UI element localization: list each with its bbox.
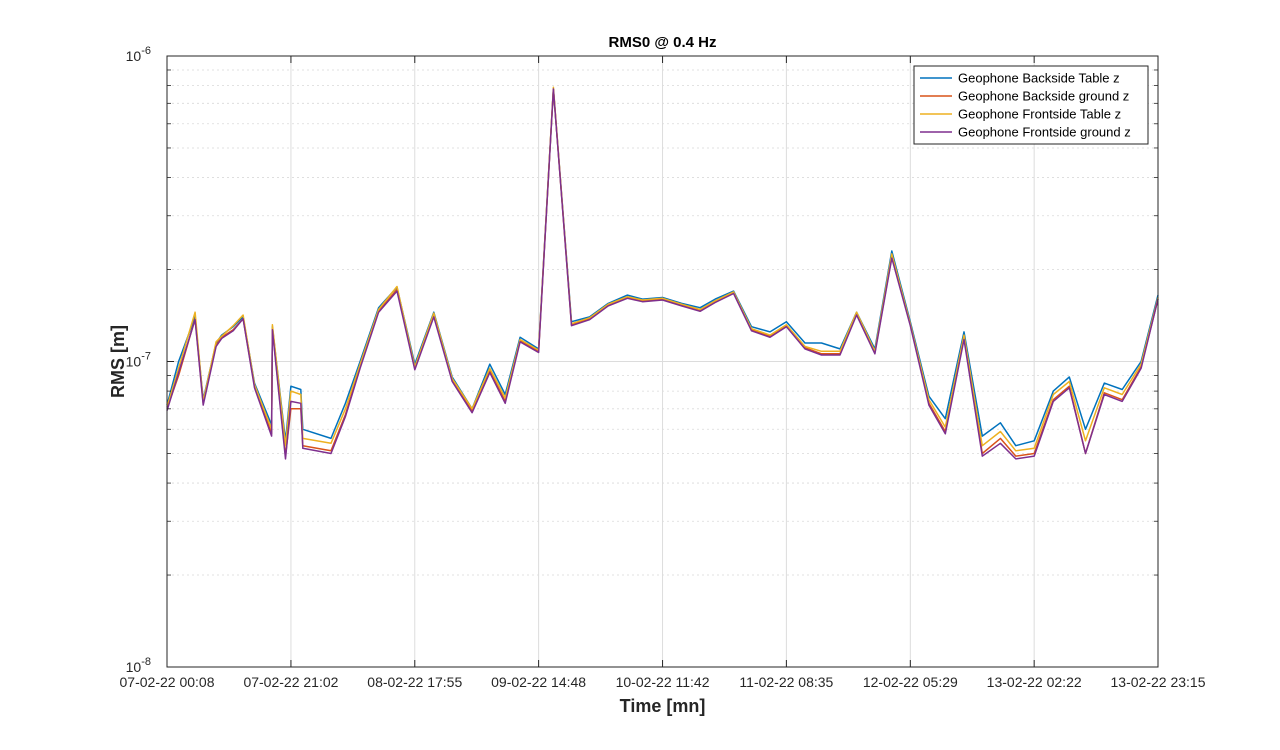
series-lines xyxy=(166,86,1159,460)
x-axis-label: Time [mn] xyxy=(620,696,706,716)
y-tick-label: 10-8 xyxy=(126,656,151,675)
y-tick-label: 10-7 xyxy=(126,351,151,370)
x-tick-label: 07-02-22 21:02 xyxy=(243,674,338,690)
legend-entry: Geophone Backside Table z xyxy=(958,71,1120,86)
y-axis-label: RMS [m] xyxy=(108,325,128,398)
x-tick-label: 07-02-22 00:08 xyxy=(120,674,215,690)
chart-title: RMS0 @ 0.4 Hz xyxy=(609,34,717,51)
legend-entry: Geophone Backside ground z xyxy=(958,89,1129,104)
x-tick-label: 08-02-22 17:55 xyxy=(367,674,462,690)
x-tick-label: 10-02-22 11:42 xyxy=(616,674,710,690)
x-tick-label: 13-02-22 23:15 xyxy=(1111,674,1206,690)
legend-entry: Geophone Frontside Table z xyxy=(958,107,1121,122)
y-tick-label: 10-6 xyxy=(126,45,151,64)
legend: Geophone Backside Table z Geophone Backsi… xyxy=(913,65,1149,145)
x-tick-label: 09-02-22 14:48 xyxy=(491,674,586,690)
x-tick-label: 13-02-22 02:22 xyxy=(987,674,1082,690)
legend-box xyxy=(913,65,1149,145)
legend-entry: Geophone Frontside ground z xyxy=(958,125,1131,140)
x-tick-label: 11-02-22 08:35 xyxy=(739,674,833,690)
axis-ticks: 10-8 10-7 10-6 07-02-22 00:08 07-02-22 21:02… xyxy=(120,45,1206,690)
x-tick-label: 12-02-22 05:29 xyxy=(863,674,958,690)
series-line-3 xyxy=(166,86,1159,452)
series-line-4 xyxy=(166,88,1159,460)
